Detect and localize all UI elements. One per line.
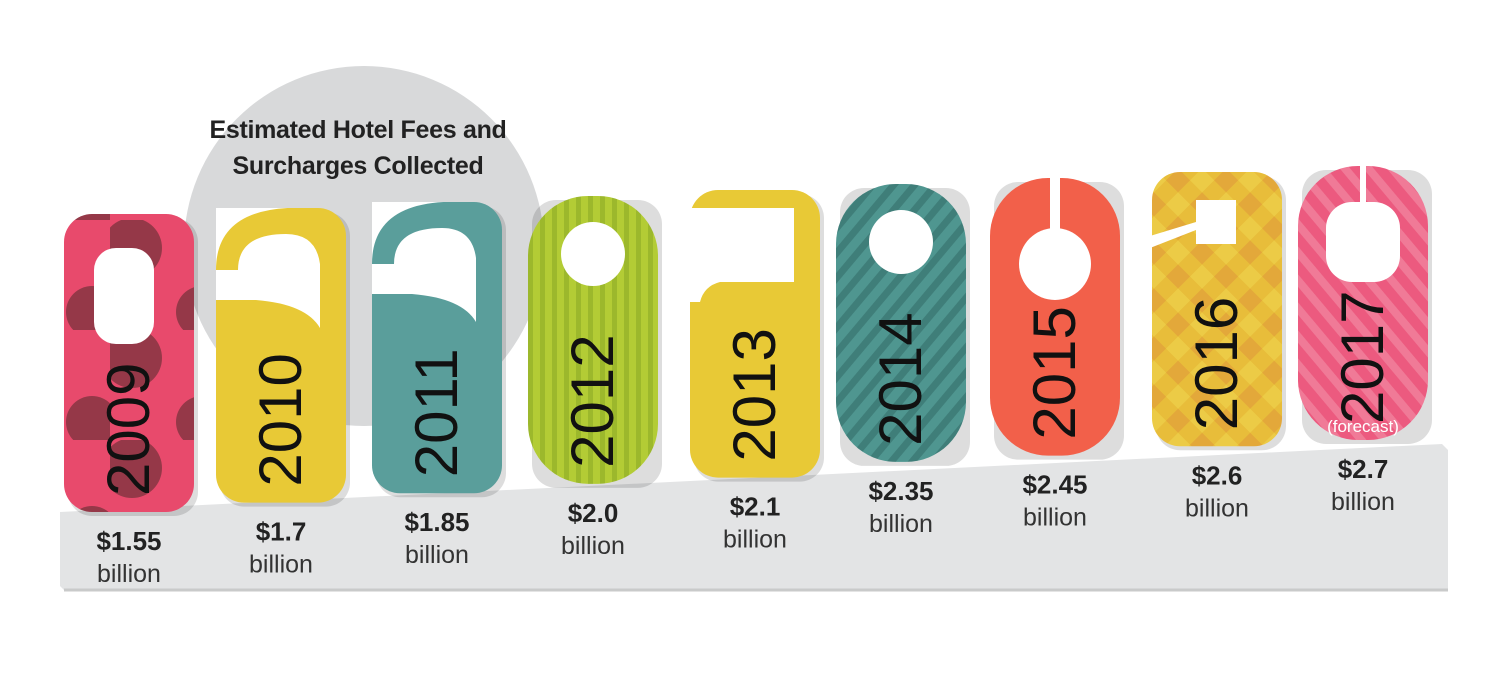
door-hanger-2014: 2014 <box>836 184 970 466</box>
annotation-forecast: (forecast) <box>1327 417 1399 436</box>
unit-label-2016: billion <box>1185 494 1249 522</box>
hanger-slit <box>1150 222 1196 248</box>
hanger-hook-cutout <box>372 202 476 322</box>
gray-baseline-ramp <box>60 444 1448 590</box>
data-label-2010: $1.7 <box>256 517 307 547</box>
title-line-2: Surcharges Collected <box>232 152 484 180</box>
tick-label-2010: 2010 <box>247 353 314 486</box>
data-label-2009: $1.55 <box>96 526 161 556</box>
tick-label-2013: 2013 <box>721 328 788 461</box>
data-label-2013: $2.1 <box>730 492 781 522</box>
value-labels-group: $1.55 billion $1.7 billion $1.85 billion $2.0 b… <box>96 454 1395 588</box>
door-hanger-2010: 2010 <box>216 208 350 507</box>
data-label-2015: $2.45 <box>1022 470 1087 500</box>
hanger-hole <box>1019 228 1091 300</box>
door-hanger-bar <box>836 184 966 462</box>
hanger-hook-cutout <box>216 208 320 328</box>
data-label-2017: $2.7 <box>1338 454 1389 484</box>
hanger-hole <box>561 222 625 286</box>
door-hanger-2009: 2009 <box>64 214 198 516</box>
door-hanger-2017: 2017(forecast) <box>1298 164 1432 444</box>
unit-label-2015: billion <box>1023 504 1087 532</box>
data-label-2016: $2.6 <box>1192 460 1243 490</box>
door-hanger-2011: 2011 <box>372 202 506 498</box>
door-hanger-2013: 2013 <box>688 190 824 482</box>
hanger-hole <box>1196 200 1236 244</box>
hanger-hole <box>94 248 154 344</box>
tick-label-2016: 2016 <box>1183 297 1250 430</box>
tick-label-2011: 2011 <box>403 348 470 477</box>
data-label-2014: $2.35 <box>868 476 933 506</box>
unit-label-2013: billion <box>723 526 787 554</box>
unit-label-2011: billion <box>405 541 469 569</box>
hanger-slit <box>1360 164 1366 206</box>
tick-label-2017: 2017 <box>1329 291 1396 424</box>
hanger-slit <box>1050 176 1060 232</box>
unit-label-2014: billion <box>869 510 933 538</box>
chart-title: Estimated Hotel Fees and Surcharges Coll… <box>168 112 548 184</box>
data-label-2011: $1.85 <box>404 507 469 537</box>
tick-label-2014: 2014 <box>867 312 934 445</box>
tick-label-2015: 2015 <box>1021 306 1088 439</box>
door-hanger-2012: 2012 <box>528 196 662 488</box>
door-hanger-bar <box>990 178 1120 456</box>
tick-label-2009: 2009 <box>95 363 162 496</box>
bars-group: 2009 2010 2011 2012 2013 2014 2015 2016 2017(for… <box>64 164 1432 516</box>
unit-label-2009: billion <box>97 560 161 588</box>
title-line-1: Estimated Hotel Fees and <box>209 116 507 144</box>
unit-label-2012: billion <box>561 532 625 560</box>
tick-label-2012: 2012 <box>559 334 626 467</box>
door-hanger-bar <box>1152 172 1282 447</box>
unit-label-2017: billion <box>1331 488 1395 516</box>
unit-label-2010: billion <box>249 551 313 579</box>
door-hanger-2016: 2016 <box>1150 172 1286 451</box>
hanger-hole <box>869 210 933 274</box>
hanger-hook-cutout <box>688 208 794 302</box>
hanger-hole <box>1326 202 1400 282</box>
data-label-2012: $2.0 <box>568 498 619 528</box>
door-hanger-2015: 2015 <box>990 176 1124 460</box>
door-hanger-bar <box>528 196 658 484</box>
